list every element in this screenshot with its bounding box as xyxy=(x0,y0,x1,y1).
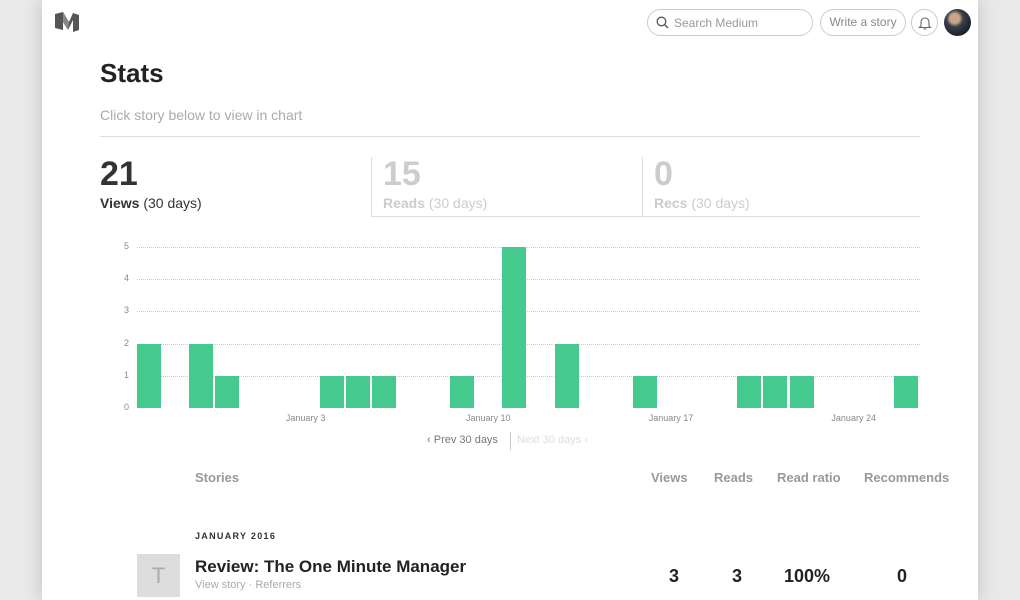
story-recommends: 0 xyxy=(897,566,908,586)
tab-recs[interactable]: 0 Recs (30 days) xyxy=(642,157,920,217)
bar-dec-30[interactable] xyxy=(189,343,214,408)
gridline xyxy=(137,247,920,248)
bar-jan-6[interactable] xyxy=(371,375,396,408)
prev-label: Prev 30 days xyxy=(433,434,498,446)
avatar[interactable] xyxy=(944,9,971,36)
x-tick-label: January 3 xyxy=(285,413,326,423)
search-placeholder: Search Medium xyxy=(674,16,759,30)
medium-logo[interactable] xyxy=(55,12,79,32)
chevron-right-icon: › xyxy=(581,434,588,446)
bar-jan-9[interactable] xyxy=(450,375,475,408)
bar-jan-11[interactable] xyxy=(502,247,527,408)
tab-period: (30 days) xyxy=(425,195,488,211)
story-thumbnail[interactable]: T xyxy=(137,554,180,597)
gridline xyxy=(137,279,920,281)
tab-label: Recs xyxy=(654,195,688,211)
x-tick-label: January 24 xyxy=(831,413,876,423)
x-tick-label: January 10 xyxy=(466,413,511,423)
next-label: Next 30 days xyxy=(517,434,582,446)
bell-icon xyxy=(918,17,932,30)
gridline xyxy=(137,343,920,345)
header-recommends[interactable]: Recommends xyxy=(864,470,950,485)
prev-30-days-button[interactable]: ‹ Prev 30 days xyxy=(427,434,498,446)
search-input[interactable]: Search Medium xyxy=(647,9,813,36)
y-tick-label: 2 xyxy=(124,337,130,348)
tab-label: Reads xyxy=(383,195,426,211)
y-tick-label: 5 xyxy=(124,241,130,251)
view-story-link[interactable]: View story xyxy=(195,579,246,591)
pager-divider xyxy=(510,432,511,450)
header-views[interactable]: Views xyxy=(651,470,688,485)
bar-jan-22[interactable] xyxy=(789,375,814,408)
bar-dec-31[interactable] xyxy=(215,375,240,408)
header-stories[interactable]: Stories xyxy=(195,470,240,485)
write-story-button[interactable]: Write a story xyxy=(820,9,906,36)
x-tick-label: January 17 xyxy=(648,413,694,423)
story-views: 3 xyxy=(669,566,680,586)
views-count: 21 xyxy=(100,155,138,193)
story-reads: 3 xyxy=(732,566,743,586)
tab-period: (30 days) xyxy=(687,195,750,211)
bar-jan-5[interactable] xyxy=(345,375,370,408)
gridline xyxy=(137,311,920,313)
chevron-left-icon: ‹ xyxy=(427,434,434,446)
divider xyxy=(100,136,920,137)
bar-dec-28[interactable] xyxy=(137,343,161,408)
separator: · xyxy=(248,579,253,591)
reads-count: 15 xyxy=(383,155,421,193)
header-reads[interactable]: Reads xyxy=(714,470,754,485)
search-icon xyxy=(656,16,669,29)
bar-jan-26[interactable] xyxy=(893,375,918,408)
y-tick-label: 1 xyxy=(124,369,130,380)
bar-jan-21[interactable] xyxy=(763,375,788,408)
tab-period: (30 days) xyxy=(139,195,202,211)
page-subtitle: Click story below to view in chart xyxy=(100,107,303,123)
story-links: View story · Referrers xyxy=(195,579,301,591)
bar-jan-13[interactable] xyxy=(554,343,579,408)
next-30-days-button[interactable]: Next 30 days › xyxy=(517,434,588,446)
y-tick-label: 3 xyxy=(124,305,130,316)
bar-jan-4[interactable] xyxy=(319,375,344,408)
recs-count: 0 xyxy=(654,155,673,193)
story-title[interactable]: Review: The One Minute Manager xyxy=(195,557,467,576)
y-tick-label: 4 xyxy=(124,273,130,284)
gridline xyxy=(137,375,920,377)
referrers-link[interactable]: Referrers xyxy=(255,579,302,591)
tab-views[interactable]: 21 Views (30 days) xyxy=(100,157,371,217)
bar-jan-16[interactable] xyxy=(632,375,657,408)
tab-label: Views xyxy=(100,195,140,211)
page-title: Stats xyxy=(100,58,164,88)
header-read-ratio[interactable]: Read ratio xyxy=(777,470,841,485)
y-tick-label: 0 xyxy=(124,402,130,412)
month-heading: JANUARY 2016 xyxy=(195,531,277,541)
bar-jan-20[interactable] xyxy=(737,375,762,408)
story-read-ratio: 100% xyxy=(784,566,831,586)
notifications-button[interactable] xyxy=(911,9,938,36)
tab-reads[interactable]: 15 Reads (30 days) xyxy=(371,157,642,217)
